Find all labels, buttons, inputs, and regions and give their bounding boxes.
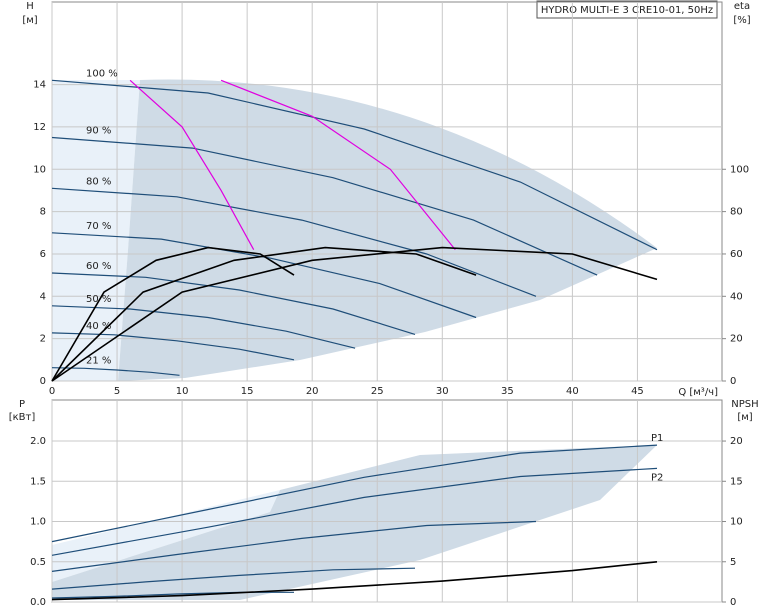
y-tick-label: 1.5 xyxy=(30,476,46,487)
curve xyxy=(129,79,255,250)
curve xyxy=(51,246,295,382)
curve xyxy=(51,246,658,382)
curve-label: 90 % xyxy=(86,126,111,137)
operating-region xyxy=(118,79,657,382)
y2-tick-label: 5 xyxy=(730,557,736,568)
y-tick-label: 2.0 xyxy=(30,436,46,447)
x-tick-label: 45 xyxy=(631,386,644,397)
curve xyxy=(51,567,416,590)
curve xyxy=(51,79,658,251)
y2-axis-label: NPSH xyxy=(731,399,758,410)
x-tick-label: 20 xyxy=(306,386,319,397)
curve-label: P2 xyxy=(651,472,663,483)
curve xyxy=(51,272,416,335)
y2-tick-label: 15 xyxy=(730,476,743,487)
curve xyxy=(51,187,537,297)
y-tick-label: 4 xyxy=(40,291,46,302)
x-axis-label: Q [м³/ч] xyxy=(678,387,718,398)
curve xyxy=(51,305,356,349)
curve xyxy=(51,136,598,276)
light-region xyxy=(52,490,280,582)
curve-label: 100 % xyxy=(86,68,118,79)
curve-label: 50 % xyxy=(86,294,111,305)
curve xyxy=(51,444,658,543)
curve xyxy=(51,561,658,601)
operating-region xyxy=(52,445,657,600)
curve xyxy=(51,332,295,361)
y-tick-label: 6 xyxy=(40,249,46,260)
y2-tick-label: 60 xyxy=(730,249,743,260)
x-tick-label: 0 xyxy=(49,386,55,397)
curve-label: 60 % xyxy=(86,261,111,272)
y-axis-label: P xyxy=(19,399,25,410)
light-region xyxy=(52,80,140,381)
curve xyxy=(220,79,456,251)
curve-label: 80 % xyxy=(86,176,111,187)
y-tick-label: 0 xyxy=(40,376,46,387)
y2-tick-label: 0 xyxy=(730,597,736,608)
y-tick-label: 0.0 xyxy=(30,597,46,608)
y-tick-label: 12 xyxy=(33,122,46,133)
curve-label: 21 % xyxy=(86,356,111,367)
curve-label: P1 xyxy=(651,433,663,444)
curve xyxy=(51,246,477,382)
y2-tick-label: 20 xyxy=(730,436,743,447)
y2-tick-label: 10 xyxy=(730,517,743,528)
curve-label: 70 % xyxy=(86,221,111,232)
curve xyxy=(51,367,180,376)
y-axis-label: H xyxy=(26,1,34,12)
y-tick-label: 0.5 xyxy=(30,557,46,568)
y-tick-label: 14 xyxy=(33,80,46,91)
y2-axis-unit: [%] xyxy=(733,15,750,26)
y-axis-unit: [м] xyxy=(22,15,37,26)
y-tick-label: 8 xyxy=(40,207,46,218)
curve-label: 40 % xyxy=(86,321,111,332)
y2-tick-label: 20 xyxy=(730,334,743,345)
y2-axis-label: eta xyxy=(734,1,750,12)
y-tick-label: 2 xyxy=(40,334,46,345)
y2-axis-unit: [м] xyxy=(737,412,752,423)
y-tick-label: 10 xyxy=(33,164,46,175)
curve xyxy=(51,232,477,319)
y2-tick-label: 40 xyxy=(730,291,743,302)
x-tick-label: 5 xyxy=(114,386,120,397)
chart-title: HYDRO MULTI-E 3 CRE10-01, 50Hz xyxy=(541,5,713,16)
curve xyxy=(51,467,658,556)
x-tick-label: 35 xyxy=(501,386,514,397)
x-tick-label: 30 xyxy=(436,386,449,397)
y2-tick-label: 80 xyxy=(730,207,743,218)
x-tick-label: 15 xyxy=(241,386,254,397)
y-tick-label: 1.0 xyxy=(30,517,46,528)
y2-tick-label: 100 xyxy=(730,164,749,175)
y-axis-unit: [кВт] xyxy=(9,412,36,423)
x-tick-label: 25 xyxy=(371,386,384,397)
y2-tick-label: 0 xyxy=(730,376,736,387)
x-tick-label: 40 xyxy=(566,386,579,397)
x-tick-label: 10 xyxy=(176,386,189,397)
curve xyxy=(51,520,537,572)
title-box xyxy=(536,0,718,19)
